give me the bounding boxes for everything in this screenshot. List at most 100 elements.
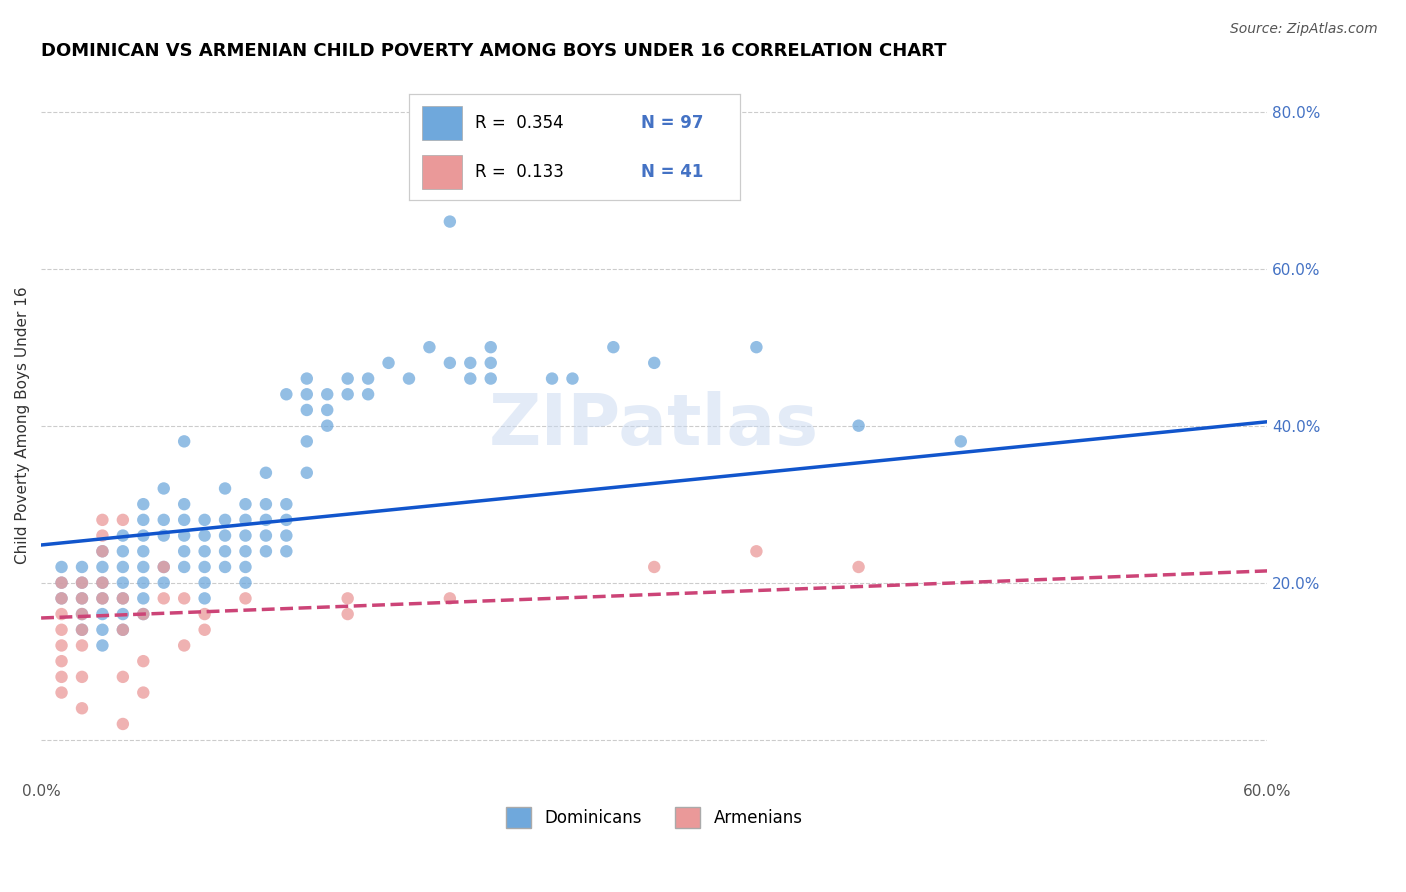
Point	[132, 607, 155, 621]
Point	[70, 670, 93, 684]
Point	[439, 214, 461, 228]
Point	[235, 544, 257, 558]
Point	[235, 528, 257, 542]
Point	[745, 340, 768, 354]
Point	[152, 560, 174, 574]
Point	[91, 575, 114, 590]
Point	[173, 560, 195, 574]
Point	[458, 356, 481, 370]
Point	[214, 528, 236, 542]
Point	[51, 591, 73, 606]
Point	[316, 403, 339, 417]
Point	[70, 560, 93, 574]
Point	[91, 544, 114, 558]
Point	[70, 607, 93, 621]
Point	[194, 591, 217, 606]
Point	[111, 670, 134, 684]
Point	[132, 513, 155, 527]
Point	[132, 528, 155, 542]
Point	[173, 591, 195, 606]
Point	[561, 371, 583, 385]
Point	[643, 356, 665, 370]
Point	[173, 544, 195, 558]
Point	[91, 528, 114, 542]
Point	[173, 513, 195, 527]
Point	[439, 356, 461, 370]
Point	[70, 575, 93, 590]
Point	[276, 528, 298, 542]
Point	[316, 387, 339, 401]
Point	[357, 387, 380, 401]
Point	[91, 607, 114, 621]
Point	[254, 497, 277, 511]
Point	[152, 575, 174, 590]
Point	[276, 497, 298, 511]
Point	[111, 607, 134, 621]
Point	[91, 544, 114, 558]
Y-axis label: Child Poverty Among Boys Under 16: Child Poverty Among Boys Under 16	[15, 287, 30, 565]
Point	[848, 418, 870, 433]
Point	[194, 560, 217, 574]
Point	[276, 387, 298, 401]
Point	[173, 639, 195, 653]
Point	[111, 544, 134, 558]
Point	[295, 434, 318, 449]
Point	[132, 607, 155, 621]
Point	[111, 591, 134, 606]
Point	[254, 544, 277, 558]
Point	[398, 371, 420, 385]
Text: DOMINICAN VS ARMENIAN CHILD POVERTY AMONG BOYS UNDER 16 CORRELATION CHART: DOMINICAN VS ARMENIAN CHILD POVERTY AMON…	[41, 42, 946, 60]
Point	[214, 544, 236, 558]
Point	[51, 623, 73, 637]
Point	[111, 717, 134, 731]
Point	[214, 560, 236, 574]
Text: ZIPatlas: ZIPatlas	[489, 392, 820, 460]
Point	[439, 591, 461, 606]
Point	[70, 575, 93, 590]
Point	[51, 685, 73, 699]
Point	[276, 544, 298, 558]
Point	[745, 544, 768, 558]
Point	[541, 371, 564, 385]
Point	[51, 670, 73, 684]
Point	[295, 387, 318, 401]
Legend: Dominicans, Armenians: Dominicans, Armenians	[499, 800, 808, 834]
Point	[479, 371, 502, 385]
Point	[602, 340, 624, 354]
Point	[152, 591, 174, 606]
Point	[214, 513, 236, 527]
Point	[91, 591, 114, 606]
Point	[336, 371, 359, 385]
Point	[194, 607, 217, 621]
Point	[848, 560, 870, 574]
Point	[51, 639, 73, 653]
Point	[152, 482, 174, 496]
Point	[254, 513, 277, 527]
Point	[132, 497, 155, 511]
Point	[152, 560, 174, 574]
Point	[316, 418, 339, 433]
Point	[336, 607, 359, 621]
Point	[111, 623, 134, 637]
Point	[111, 623, 134, 637]
Point	[357, 371, 380, 385]
Point	[194, 575, 217, 590]
Point	[51, 575, 73, 590]
Point	[173, 434, 195, 449]
Point	[51, 654, 73, 668]
Point	[132, 685, 155, 699]
Point	[111, 591, 134, 606]
Point	[458, 371, 481, 385]
Point	[295, 371, 318, 385]
Point	[173, 497, 195, 511]
Point	[949, 434, 972, 449]
Point	[91, 639, 114, 653]
Point	[194, 623, 217, 637]
Point	[70, 701, 93, 715]
Point	[254, 528, 277, 542]
Point	[152, 528, 174, 542]
Point	[132, 575, 155, 590]
Point	[70, 623, 93, 637]
Point	[152, 513, 174, 527]
Point	[235, 497, 257, 511]
